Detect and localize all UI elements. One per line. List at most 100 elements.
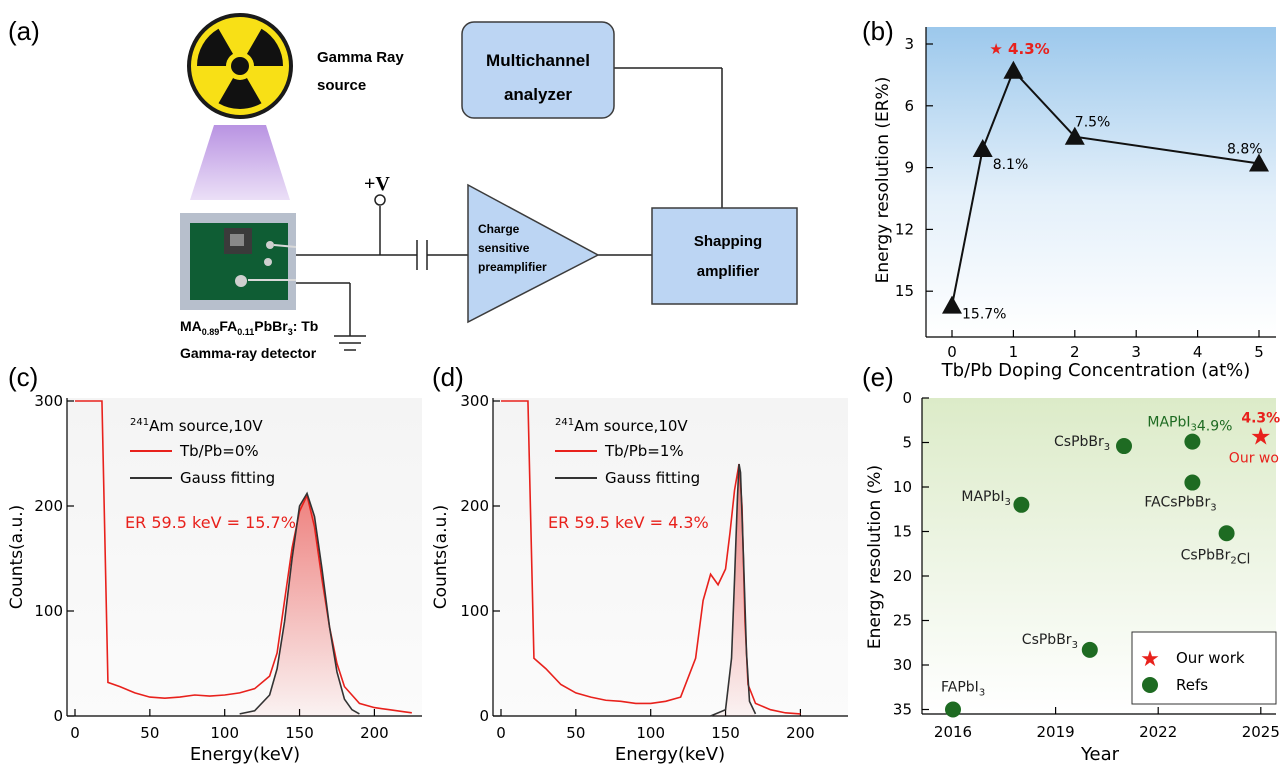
panel-e-y-tick-label: 0 (902, 389, 912, 407)
panel-e-y-tick-label: 20 (893, 567, 912, 585)
panel-e-ref-point (1081, 641, 1098, 658)
panel-b-triangle-marker (1064, 126, 1085, 145)
panel-e-our-work-star: ★ (1250, 422, 1272, 450)
panel-e-ref-label: CsPbBr3 (1022, 632, 1078, 651)
panel-e-ref-point (1013, 496, 1030, 513)
panel-b-x-tick-label: 0 (947, 343, 957, 361)
panel-e-y-tick-label: 5 (902, 434, 912, 452)
preamp-label-line2: sensitive (478, 241, 530, 255)
source-label-line1: Gamma Ray (317, 49, 404, 66)
panel-c-legend-series1: Gauss fitting (180, 469, 275, 487)
panel-b-point-label: 8.1% (993, 157, 1029, 173)
panel-c-x-tick-label: 200 (360, 724, 389, 742)
circuit-wires (296, 67, 723, 351)
panel-e-x-tick-label: 2019 (1037, 723, 1075, 741)
source-label-line2: source (317, 77, 366, 94)
preamp-label-line3: preamplifier (478, 260, 547, 274)
panel-e-our-work-label: Our work (1229, 450, 1280, 466)
panel-e-our-work-value-label: 4.3% (1241, 410, 1280, 426)
panel-d: (d) 0 50 100 150 200 0 100 200 300 241Am source,… (431, 362, 848, 764)
panel-e-legend-series0: Our work (1176, 649, 1245, 667)
panel-e-label: (e) (862, 362, 894, 392)
panel-b-triangle-marker (1003, 60, 1024, 79)
panel-e-ref-label: CsPbBr3 (1054, 434, 1110, 453)
panel-c-x-tick-label: 150 (285, 724, 314, 742)
detector-image (180, 213, 297, 310)
panel-d-y-tick-label: 200 (460, 497, 489, 515)
voltage-label: +V (364, 173, 390, 195)
panel-c-label: (c) (8, 362, 38, 392)
panel-d-y-label: Counts(a.u.) (431, 505, 451, 610)
panel-e-legend-star-icon: ★ (1140, 646, 1160, 671)
panel-d-y-tick-label: 300 (460, 392, 489, 410)
panel-b-points: 15.7% 8.1% ★ 4.3% 7.5% 8.8% (942, 40, 1269, 323)
panel-e-ref-point (945, 701, 961, 718)
panel-c-y-tick-label: 300 (34, 392, 63, 410)
panel-b-x-tick-label: 5 (1254, 343, 1264, 361)
radiation-icon (187, 13, 293, 119)
panel-c-y-tick-label: 100 (34, 602, 63, 620)
panel-d-x-tick-label: 150 (711, 724, 740, 742)
panel-e-y-tick-label: 30 (893, 656, 912, 674)
panel-e-y-tick-label: 15 (893, 523, 912, 541)
panel-b-triangle-marker (942, 295, 962, 314)
panel-b-label: (b) (862, 16, 894, 46)
detector-label-line2: Gamma-ray detector (180, 345, 317, 361)
panel-d-annotation: ER 59.5 keV = 4.3% (548, 513, 709, 532)
panel-e-ref-label: MAPbI34.9% (1147, 415, 1232, 435)
panel-c: (c) 0 50 100 150 200 0 100 200 300 241Am source,… (7, 362, 422, 764)
panel-c-spectrum-line (75, 400, 412, 714)
panel-d-peak-fill (710, 464, 756, 716)
shaping-label-line1: Shapping (694, 233, 762, 250)
panel-b-point-label: 8.8% (1227, 141, 1263, 157)
panel-b-x-label: Tb/Pb Doping Concentration (at%) (941, 360, 1251, 381)
panel-e-legend-box (1131, 631, 1277, 705)
panel-b-x-tick-label: 2 (1070, 343, 1080, 361)
panel-b-y-tick-label: 12 (895, 220, 914, 238)
panel-e-x-tick-label: 2022 (1139, 723, 1177, 741)
panel-e-ref-label: FAPbI3 (941, 680, 985, 699)
panel-e-ref-label: MAPbI3 (961, 489, 1011, 508)
panel-c-annotation: ER 59.5 keV = 15.7% (125, 513, 296, 532)
panel-c-gauss-line (239, 491, 360, 715)
panel-e-y-tick-label: 35 (893, 701, 912, 719)
panel-a-label: (a) (8, 16, 40, 46)
panel-b-y-label: Energy resolution (ER%) (873, 77, 893, 284)
panel-d-legend-series0: Tb/Pb=1% (604, 442, 684, 460)
voltage-terminal (374, 194, 386, 206)
panel-c-y-tick-label: 0 (53, 707, 63, 725)
panel-d-ticks: 0 50 100 150 200 0 100 200 300 (460, 392, 814, 742)
panel-c-ticks: 0 50 100 150 200 0 100 200 300 (34, 392, 388, 742)
panel-c-legend-series0: Tb/Pb=0% (179, 442, 259, 460)
panel-d-y-tick-label: 0 (479, 707, 489, 725)
panel-b-triangle-marker (972, 139, 993, 158)
panel-b-point-label: 15.7% (962, 307, 1006, 323)
panel-b-x-ticks: 0 1 2 3 4 5 (947, 330, 1264, 361)
panel-c-legend-title: 241Am source,10V (130, 417, 263, 435)
panel-b-y-tick-label: 3 (904, 35, 914, 53)
panel-e-x-tick-label: 2016 (934, 723, 972, 741)
panel-d-label: (d) (432, 362, 464, 392)
mca-label-line2: analyzer (504, 85, 572, 104)
panel-c-x-tick-label: 0 (70, 724, 80, 742)
panel-d-x-tick-label: 100 (636, 724, 665, 742)
panel-d-legend-title: 241Am source,10V (555, 417, 688, 435)
panel-d-x-tick-label: 0 (496, 724, 506, 742)
panel-c-y-label: Counts(a.u.) (7, 505, 27, 610)
panel-d-x-label: Energy(keV) (615, 744, 725, 764)
panel-e-ref-point (1184, 474, 1201, 491)
panel-d-x-tick-label: 200 (786, 724, 815, 742)
mca-label-line1: Multichannel (486, 51, 590, 70)
panel-e-points: ★4.3%Our workFAPbI3MAPbI3CsPbBr3CsPbBr3M… (941, 410, 1280, 718)
panel-e-x-label: Year (1080, 744, 1120, 764)
panel-b-y-tick-label: 15 (895, 282, 914, 300)
panel-b-x-tick-label: 1 (1009, 343, 1019, 361)
panel-b-y-tick-label: 9 (904, 159, 914, 177)
preamplifier-triangle (467, 183, 600, 324)
panel-e-legend-dot-icon (1142, 677, 1158, 693)
panel-b-x-tick-label: 4 (1193, 343, 1203, 361)
detector-label-line1: MA0.89FA0.11PbBr3: Tb (180, 318, 318, 337)
